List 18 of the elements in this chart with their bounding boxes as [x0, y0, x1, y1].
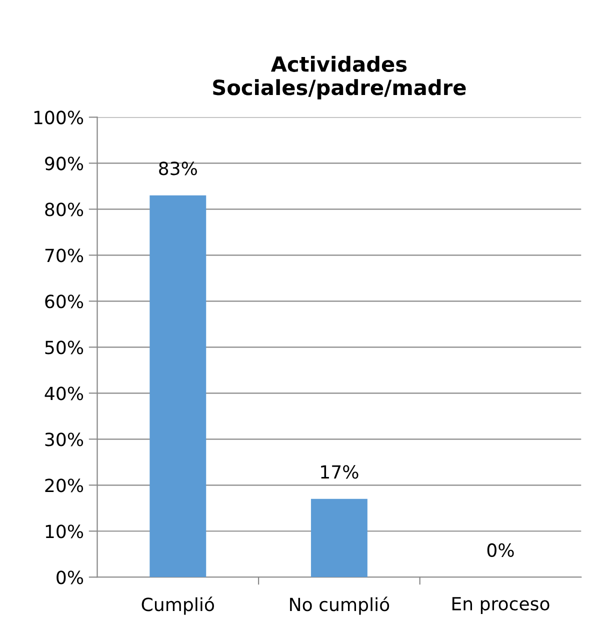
- y-tick-label: 20%: [45, 478, 84, 492]
- data-label: 83%: [159, 162, 197, 176]
- y-tick-label: 60%: [45, 294, 84, 308]
- y-tick-label: 30%: [45, 432, 84, 446]
- data-label: 17%: [321, 465, 358, 479]
- x-tick-label: No cumplió: [290, 596, 390, 615]
- y-tick-label: 10%: [46, 524, 84, 538]
- x-tick-label: En proceso: [452, 597, 550, 614]
- y-tick-label: 80%: [45, 202, 84, 216]
- y-tick-label: 100%: [34, 110, 84, 124]
- y-tick-label: 90%: [45, 156, 84, 170]
- y-tick-label: 40%: [44, 386, 84, 400]
- data-label: 0%: [487, 543, 514, 557]
- chart-title: Actividades Sociales/padre/madre: [213, 56, 466, 100]
- x-tick-label: Cumplió: [142, 596, 214, 615]
- y-tick-label: 0%: [56, 570, 84, 584]
- y-tick-label: 70%: [45, 248, 84, 262]
- y-tick-label: 50%: [45, 340, 84, 354]
